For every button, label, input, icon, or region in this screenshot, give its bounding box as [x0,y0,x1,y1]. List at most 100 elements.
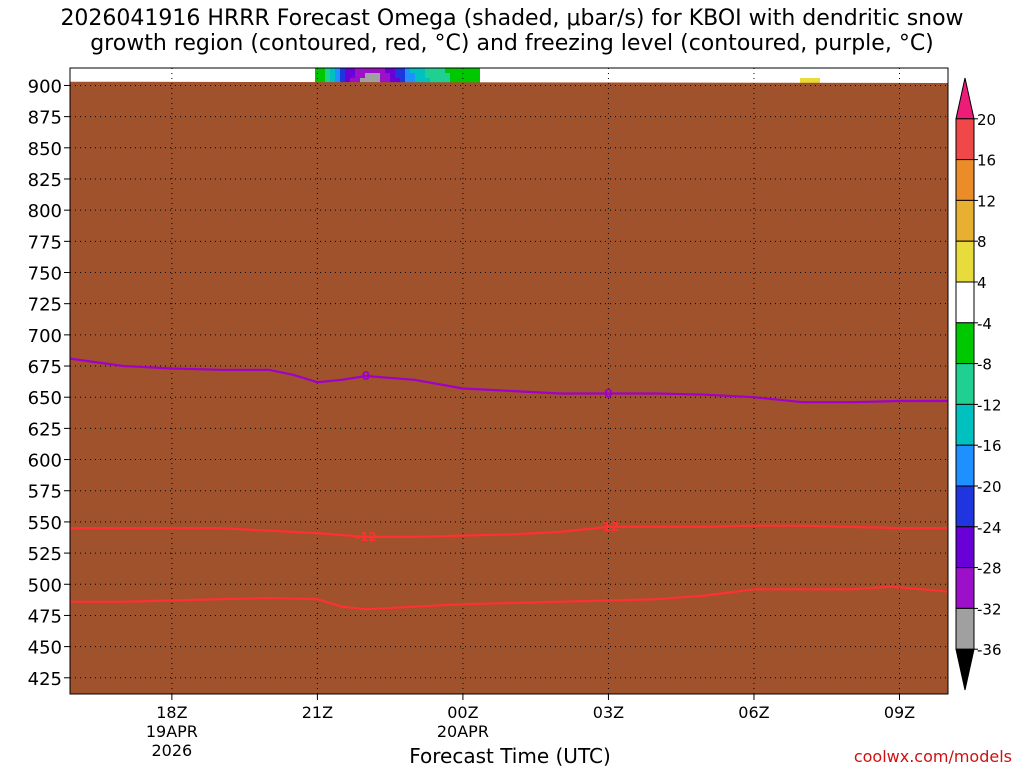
title-line-2: growth region (contoured, red, °C) and f… [90,31,934,56]
colorbar-swatch [955,403,975,446]
colorbar-swatch [955,648,975,691]
omega-cell [390,73,395,78]
x-tick-label: 00Z [447,703,478,722]
omega-cell [345,73,355,78]
y-tick-label: 450 [28,638,62,659]
y-tick-label: 575 [28,482,62,503]
y-tick-label: 475 [28,606,62,627]
omega-cell [340,78,345,83]
omega-cell [315,78,325,83]
colorbar-swatch [955,159,975,201]
colorbar-label: -20 [977,478,1002,496]
omega-cell [350,78,360,83]
omega-cell [325,68,330,73]
omega-cell [415,78,430,83]
colorbar-label: -28 [977,560,1002,578]
colorbar-swatch [955,607,975,650]
omega-cell [405,73,415,78]
colorbar-label: -12 [977,396,1002,414]
y-tick-label: 700 [28,326,62,347]
omega-cell [400,78,405,83]
colorbar: 20 16 12 8 4 -4 -8 -12 -16 -20 -24 -28 -32 -36 [955,77,1002,691]
title-line-1: 2026041916 HRRR Forecast Omega (shaded, … [60,6,964,31]
colorbar-label: -32 [977,600,1002,618]
y-tick-label: 875 [28,108,62,129]
y-tick-label: 775 [28,232,62,253]
omega-cell [425,73,450,78]
colorbar-label: 12 [977,192,996,210]
omega-cell [340,68,345,73]
omega-cell [335,68,340,73]
colorbar-swatch [955,526,975,569]
x-tick-sublabel: 2026 [152,741,193,760]
y-tick-label: 800 [28,201,62,222]
omega-cell [800,78,820,83]
omega-cell [325,73,330,78]
omega-cell [355,68,385,73]
contour-label: -12 [355,530,377,544]
y-tick-label: 625 [28,419,62,440]
x-tick-label: 03Z [593,703,624,722]
omega-cell [430,78,450,83]
omega-cell [445,68,480,73]
omega-cell [360,78,380,83]
colorbar-swatch [955,485,975,528]
y-tick-label: 825 [28,170,62,191]
omega-cell [395,73,405,78]
colorbar-swatch [955,240,975,283]
omega-cell [380,73,390,78]
colorbar-label: 20 [977,111,996,129]
contour-snow-growth-minus12 [70,524,948,539]
y-tick-label: 725 [28,295,62,316]
omega-cell [355,73,365,78]
colorbar-swatch [955,199,975,242]
terrain-fill [70,81,948,694]
omega-cell [405,68,410,73]
omega-cell [410,68,425,73]
y-tick-label: 675 [28,357,62,378]
y-tick-label: 500 [28,575,62,596]
x-axis-label: Forecast Time (UTC) [409,744,611,768]
colorbar-label: -24 [977,519,1002,537]
omega-cell [450,73,480,78]
omega-cell [330,78,335,83]
contour-freezing-level [70,357,948,404]
omega-cell [450,78,480,83]
omega-cell [395,68,405,73]
omega-cell [390,78,400,83]
x-tick-label: 21Z [302,703,333,722]
y-tick-label: 550 [28,513,62,534]
contour-lines: -12 -12 0 0 [70,357,948,611]
terrain-surface [70,81,948,694]
y-tick-label: 650 [28,388,62,409]
colorbar-label: -8 [977,356,992,374]
omega-cell [425,68,445,73]
omega-cell [335,73,340,78]
colorbar-label: -16 [977,437,1002,455]
colorbar-label: 16 [977,152,996,170]
x-tick-sublabel: 19APR [146,722,198,741]
omega-cell [325,78,330,83]
colorbar-swatch [955,567,975,609]
colorbar-swatch [955,118,975,161]
credit-text: coolwx.com/models [853,747,1012,766]
colorbar-swatch [955,322,975,365]
omega-cell [365,73,380,78]
colorbar-label: -36 [977,641,1002,659]
omega-cell [385,68,395,73]
omega-cell [340,73,345,78]
omega-cell [345,68,355,73]
colorbar-label: 4 [977,274,987,292]
omega-cell [380,78,390,83]
x-tick-sublabel: 20APR [437,722,489,741]
colorbar-swatch [955,444,975,487]
y-tick-label: 600 [28,451,62,472]
contour-snow-growth-upper [70,585,948,611]
plot-frame [69,67,949,695]
omega-cell [315,73,325,78]
y-tick-label: 850 [28,139,62,160]
omega-cell [330,73,335,78]
colorbar-swatch [955,281,975,324]
